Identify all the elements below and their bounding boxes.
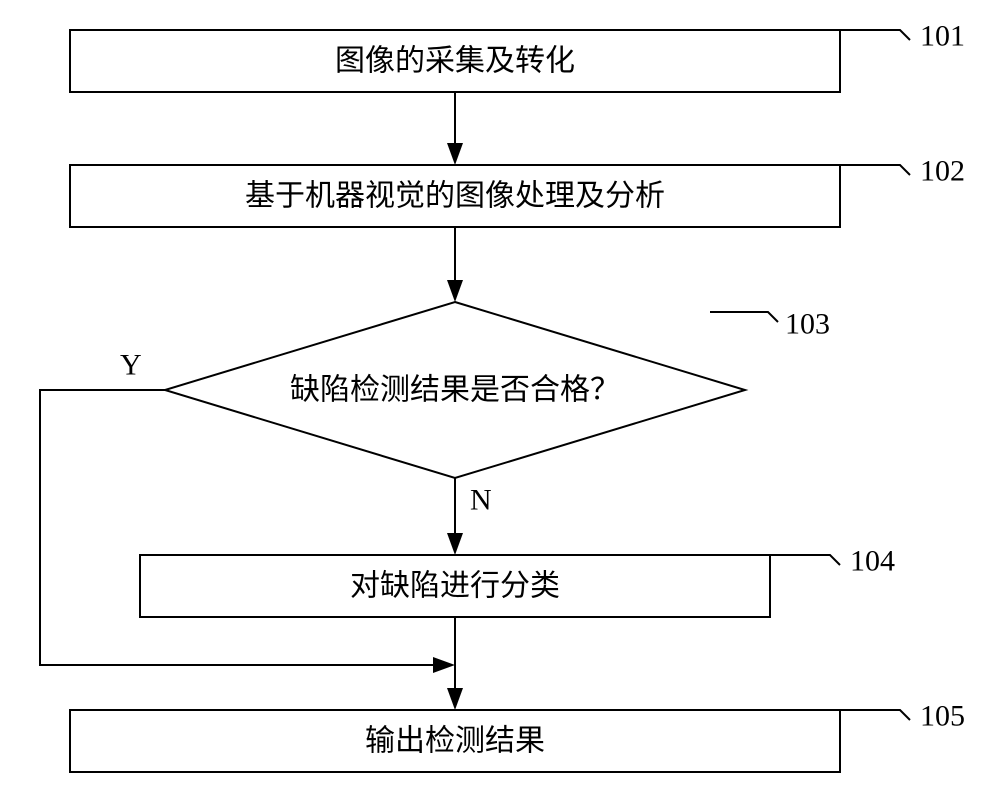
- svg-text:103: 103: [785, 308, 830, 341]
- svg-text:N: N: [470, 484, 492, 517]
- svg-text:104: 104: [850, 545, 895, 578]
- svg-text:基于机器视觉的图像处理及分析: 基于机器视觉的图像处理及分析: [245, 180, 665, 213]
- svg-text:对缺陷进行分类: 对缺陷进行分类: [350, 570, 560, 603]
- svg-text:缺陷检测结果是否合格？: 缺陷检测结果是否合格？: [290, 374, 620, 407]
- svg-text:102: 102: [920, 155, 965, 188]
- svg-text:Y: Y: [120, 349, 142, 382]
- svg-text:101: 101: [920, 20, 965, 53]
- svg-text:输出检测结果: 输出检测结果: [365, 725, 545, 758]
- svg-text:图像的采集及转化: 图像的采集及转化: [335, 45, 575, 78]
- svg-text:105: 105: [920, 700, 965, 733]
